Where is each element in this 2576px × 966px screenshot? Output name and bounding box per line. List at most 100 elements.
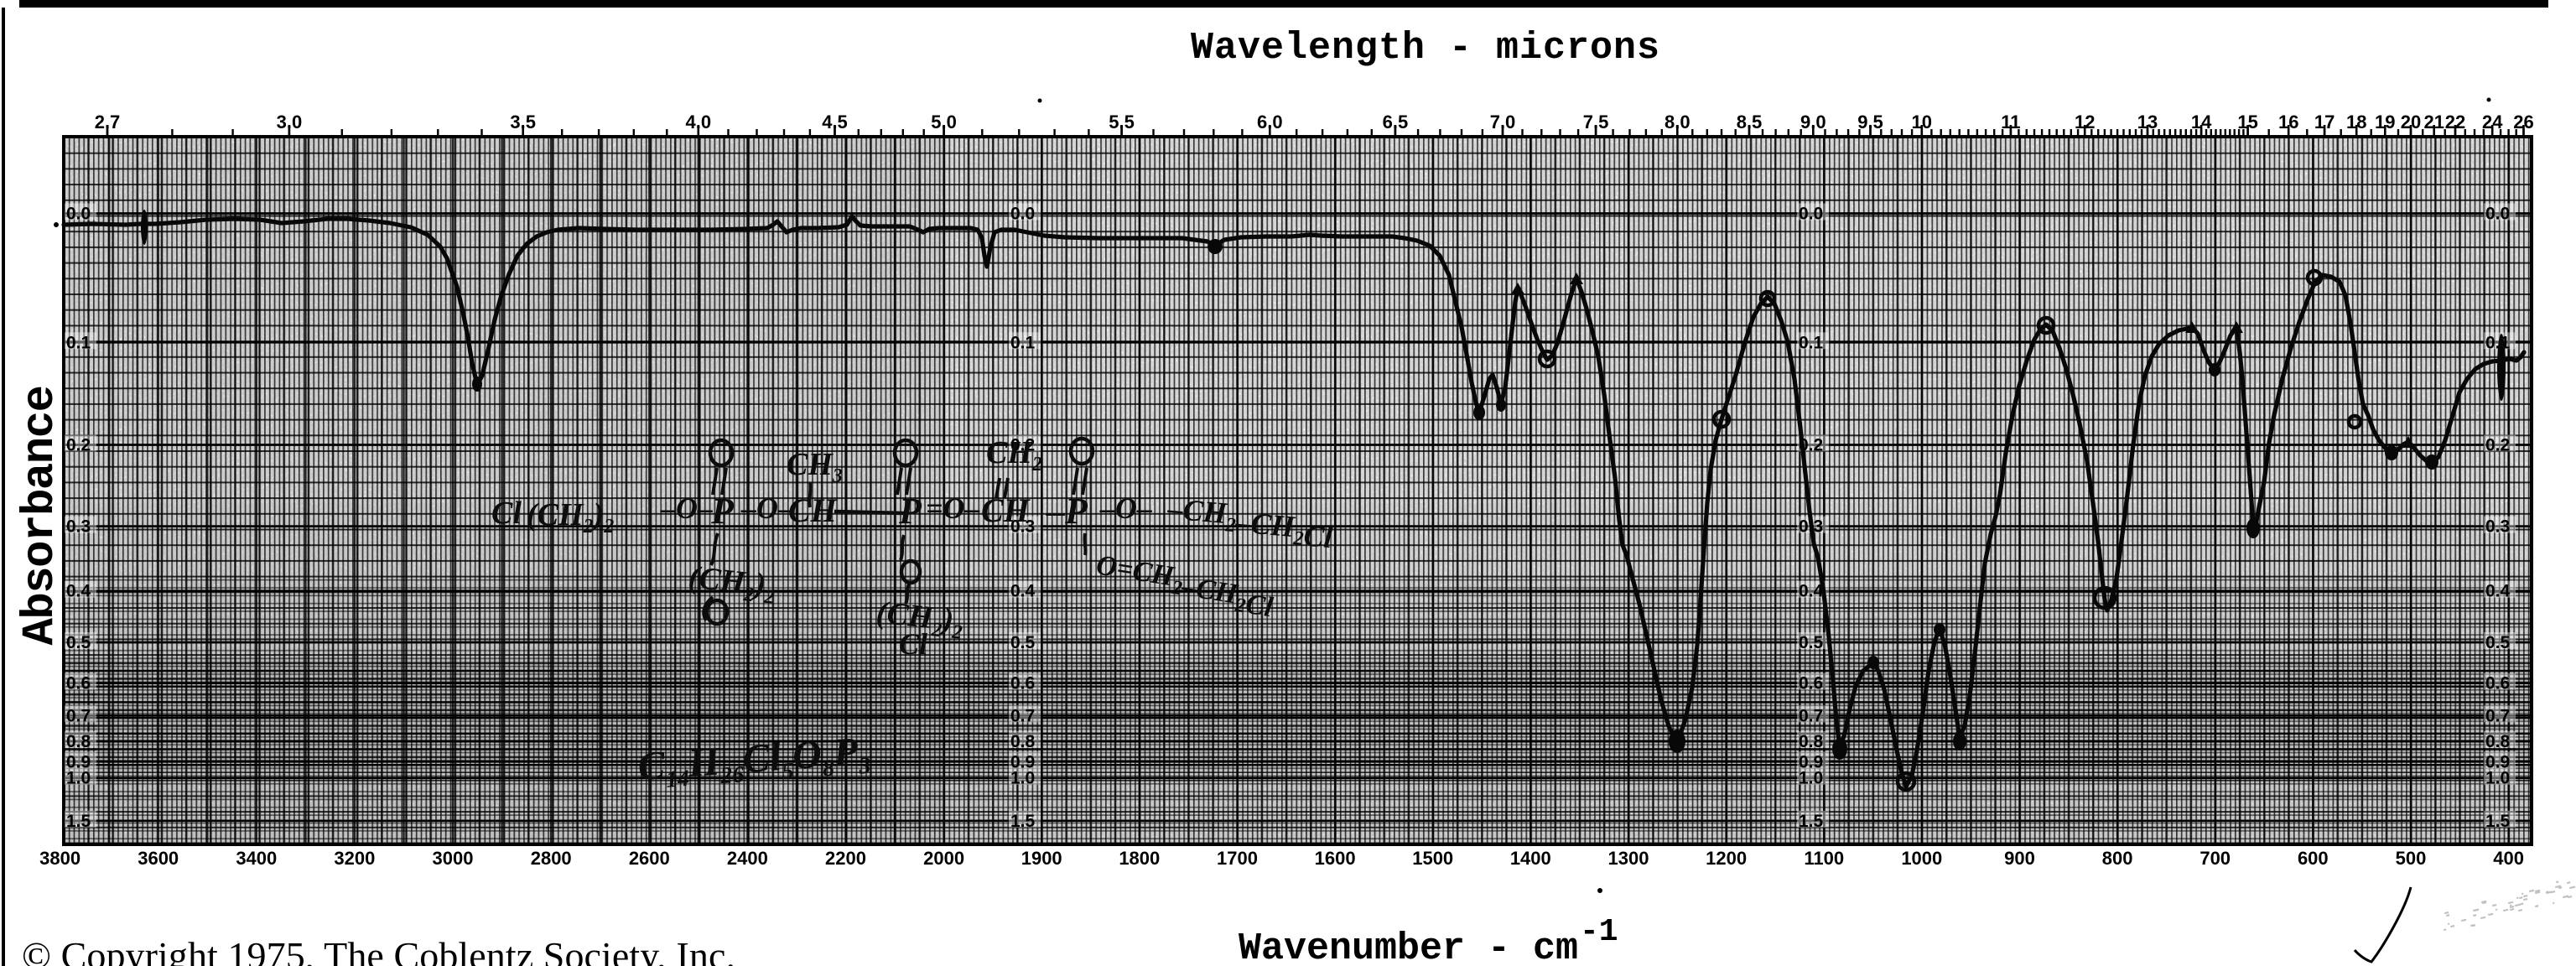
svg-text:–O–: –O– (1099, 491, 1152, 525)
svg-text:500: 500 (2396, 848, 2427, 869)
svg-text:5.5: 5.5 (1109, 112, 1135, 132)
svg-text:0.4: 0.4 (66, 582, 91, 601)
svg-text:0.1: 0.1 (66, 333, 91, 352)
svg-text:P: P (710, 491, 735, 532)
svg-text:1000: 1000 (1901, 848, 1942, 869)
svg-text:0.3: 0.3 (66, 517, 91, 537)
svg-text:3.0: 3.0 (277, 112, 303, 132)
svg-text:Cl: Cl (491, 496, 522, 531)
svg-text:0.9: 0.9 (2485, 752, 2510, 771)
svg-text:0.0: 0.0 (66, 205, 91, 224)
svg-text:Absorbance: Absorbance (15, 386, 66, 645)
svg-text:0.8: 0.8 (1799, 732, 1824, 751)
svg-text:19: 19 (2375, 112, 2395, 132)
svg-text:9.0: 9.0 (1800, 112, 1826, 132)
svg-text:P: P (898, 491, 922, 532)
svg-text:1.0: 1.0 (1010, 769, 1035, 788)
svg-text:–P: –P (1046, 491, 1088, 532)
svg-text:18: 18 (2346, 112, 2366, 132)
svg-text:1.5: 1.5 (66, 812, 91, 831)
svg-text:8.5: 8.5 (1737, 112, 1763, 132)
svg-text:800: 800 (2102, 848, 2133, 869)
svg-text:21: 21 (2423, 112, 2444, 132)
svg-text:3600: 3600 (138, 848, 179, 869)
svg-text:1.0: 1.0 (2485, 769, 2510, 788)
svg-text:0.5: 0.5 (2485, 633, 2511, 652)
svg-text:1.0: 1.0 (1799, 769, 1823, 788)
svg-text:400: 400 (2493, 848, 2524, 869)
svg-text:0.1: 0.1 (1799, 333, 1824, 352)
svg-text:0.2: 0.2 (2485, 436, 2510, 455)
svg-text:26: 26 (2513, 112, 2533, 132)
svg-text:0.8: 0.8 (1010, 732, 1036, 751)
svg-text:2000: 2000 (923, 848, 964, 869)
svg-text:1500: 1500 (1412, 848, 1453, 869)
svg-text:=O–: =O– (926, 491, 980, 525)
svg-text:0.6: 0.6 (66, 674, 91, 693)
svg-text:15: 15 (2237, 112, 2257, 132)
svg-text:12: 12 (2075, 112, 2095, 132)
svg-text:0.7: 0.7 (1799, 706, 1823, 725)
svg-text:0.0: 0.0 (1799, 205, 1823, 224)
svg-text:2.7: 2.7 (95, 112, 121, 132)
svg-text:2400: 2400 (727, 848, 768, 869)
svg-text:600: 600 (2298, 848, 2329, 869)
svg-text:0.4: 0.4 (2485, 582, 2511, 601)
svg-text:0.5: 0.5 (1799, 633, 1824, 652)
svg-text:700: 700 (2199, 848, 2231, 869)
svg-text:–O–: –O– (740, 491, 793, 525)
svg-text:0.8: 0.8 (2485, 732, 2511, 751)
svg-text:1300: 1300 (1608, 848, 1649, 869)
svg-text:0.2: 0.2 (66, 436, 91, 455)
svg-text:10: 10 (1912, 112, 1932, 132)
svg-text:5.0: 5.0 (931, 112, 957, 132)
svg-text:24: 24 (2482, 112, 2503, 132)
svg-text:(CH2)2: (CH2)2 (527, 497, 614, 538)
svg-text:9.5: 9.5 (1857, 112, 1883, 132)
svg-text:7.0: 7.0 (1490, 112, 1516, 132)
svg-text:13: 13 (2137, 112, 2158, 132)
svg-text:3000: 3000 (433, 848, 474, 869)
svg-text:0.9: 0.9 (1799, 752, 1823, 771)
svg-text:0.1: 0.1 (1010, 333, 1036, 352)
svg-text:6.5: 6.5 (1383, 112, 1409, 132)
svg-text:Wavelength - microns: Wavelength - microns (1191, 27, 1660, 70)
svg-text:0.5: 0.5 (66, 633, 91, 652)
svg-text:0.3: 0.3 (2485, 517, 2510, 537)
svg-text:Cl: Cl (899, 627, 927, 661)
svg-text:0.6: 0.6 (1010, 674, 1035, 693)
svg-text:CH2: CH2 (986, 435, 1042, 475)
svg-text:1.5: 1.5 (2485, 812, 2511, 831)
svg-text:0.4: 0.4 (1010, 582, 1036, 601)
svg-text:0.5: 0.5 (1010, 633, 1036, 652)
svg-text:900: 900 (2004, 848, 2035, 869)
svg-text:-1: -1 (1580, 914, 1618, 950)
svg-text:1.0: 1.0 (66, 769, 91, 788)
svg-text:2200: 2200 (825, 848, 866, 869)
svg-text:3200: 3200 (334, 848, 375, 869)
svg-text:0.8: 0.8 (66, 732, 91, 751)
svg-text:0.9: 0.9 (1010, 752, 1035, 771)
svg-text:14: 14 (2191, 112, 2212, 132)
svg-text:17: 17 (2314, 112, 2334, 132)
svg-text:4.5: 4.5 (822, 112, 848, 132)
svg-text:11: 11 (2001, 112, 2020, 132)
svg-text:0.6: 0.6 (2485, 674, 2510, 693)
svg-text:3400: 3400 (236, 848, 277, 869)
svg-text:2600: 2600 (629, 848, 670, 869)
svg-text:0.7: 0.7 (2485, 706, 2510, 725)
svg-text:0.0: 0.0 (1010, 205, 1035, 224)
svg-text:1700: 1700 (1217, 848, 1258, 869)
svg-text:1800: 1800 (1119, 848, 1160, 869)
svg-text:3.5: 3.5 (510, 112, 536, 132)
svg-text:2800: 2800 (531, 848, 572, 869)
svg-text:22: 22 (2445, 112, 2465, 132)
svg-text:0.2: 0.2 (1010, 436, 1035, 455)
svg-text:0.6: 0.6 (1799, 674, 1823, 693)
svg-text:1900: 1900 (1021, 848, 1062, 869)
svg-text:4.0: 4.0 (686, 112, 712, 132)
svg-text:0.9: 0.9 (66, 752, 91, 771)
svg-text:7.5: 7.5 (1583, 112, 1609, 132)
svg-text:20: 20 (2401, 112, 2421, 132)
svg-text:0.3: 0.3 (1010, 517, 1035, 537)
